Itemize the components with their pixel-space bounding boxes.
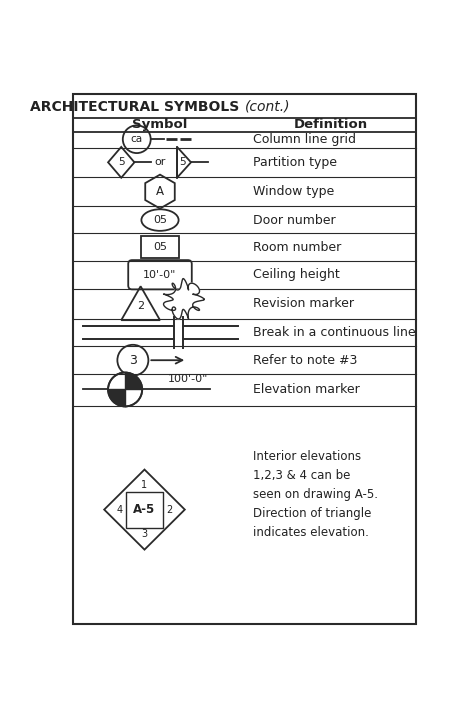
Text: Interior elevations
1,2,3 & 4 can be
seen on drawing A-5.
Direction of triangle
: Interior elevations 1,2,3 & 4 can be see…	[253, 449, 378, 539]
Polygon shape	[164, 279, 204, 319]
Text: Ceiling height: Ceiling height	[253, 268, 340, 282]
Text: 10'-0": 10'-0"	[143, 269, 177, 279]
Text: or: or	[155, 157, 166, 167]
Text: 4: 4	[117, 505, 123, 515]
Bar	[141, 236, 179, 258]
Text: 2: 2	[166, 505, 173, 515]
Text: Door number: Door number	[253, 213, 336, 227]
Text: ca: ca	[131, 134, 143, 144]
Text: 5: 5	[118, 157, 125, 167]
Text: 1: 1	[141, 480, 147, 490]
Text: 05: 05	[153, 242, 167, 252]
Circle shape	[108, 373, 142, 407]
Text: 3: 3	[129, 353, 137, 367]
Text: (cont.): (cont.)	[245, 100, 290, 114]
Text: Break in a continuous line: Break in a continuous line	[253, 326, 416, 339]
Text: Column line grid: Column line grid	[253, 133, 356, 146]
Text: A: A	[156, 185, 164, 198]
Text: A-5: A-5	[133, 503, 155, 516]
Text: 05: 05	[153, 215, 167, 225]
Text: 5: 5	[179, 157, 186, 167]
Text: Definition: Definition	[293, 118, 367, 131]
Text: Room number: Room number	[253, 240, 341, 254]
Text: ARCHITECTURAL SYMBOLS: ARCHITECTURAL SYMBOLS	[30, 100, 245, 114]
Bar	[127, 491, 163, 528]
Text: 2: 2	[137, 301, 144, 311]
Text: Partition type: Partition type	[253, 156, 337, 169]
Wedge shape	[125, 373, 142, 390]
Text: 100'-0": 100'-0"	[168, 374, 208, 384]
Text: Window type: Window type	[253, 185, 334, 198]
Text: Refer to note #3: Refer to note #3	[253, 353, 357, 367]
Wedge shape	[108, 390, 125, 407]
FancyBboxPatch shape	[128, 260, 192, 289]
Text: Revision marker: Revision marker	[253, 296, 354, 310]
Text: Elevation marker: Elevation marker	[253, 383, 360, 396]
Text: Symbol: Symbol	[132, 118, 188, 131]
Text: 3: 3	[141, 530, 147, 540]
